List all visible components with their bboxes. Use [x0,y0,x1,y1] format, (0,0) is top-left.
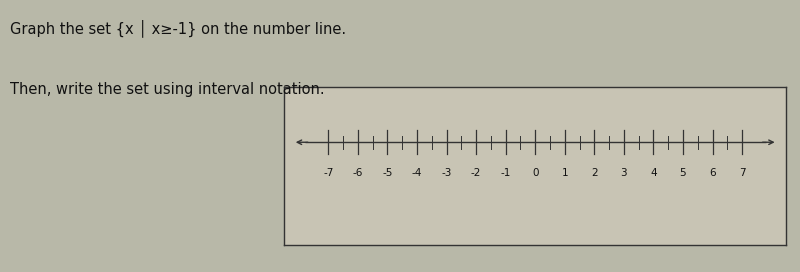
Text: -3: -3 [442,168,452,178]
Text: 5: 5 [680,168,686,178]
Text: 0: 0 [532,168,538,178]
Text: Graph the set {x │ x≥-1} on the number line.: Graph the set {x │ x≥-1} on the number l… [10,19,346,37]
Text: -4: -4 [412,168,422,178]
Text: 2: 2 [591,168,598,178]
Text: Then, write the set using interval notation.: Then, write the set using interval notat… [10,82,324,97]
Text: 6: 6 [710,168,716,178]
Text: 4: 4 [650,168,657,178]
Text: -2: -2 [471,168,482,178]
Text: 3: 3 [621,168,627,178]
Text: -7: -7 [323,168,334,178]
Text: -5: -5 [382,168,393,178]
Text: -6: -6 [353,168,363,178]
Text: -1: -1 [501,168,511,178]
Text: 1: 1 [562,168,568,178]
Text: 7: 7 [738,168,746,178]
